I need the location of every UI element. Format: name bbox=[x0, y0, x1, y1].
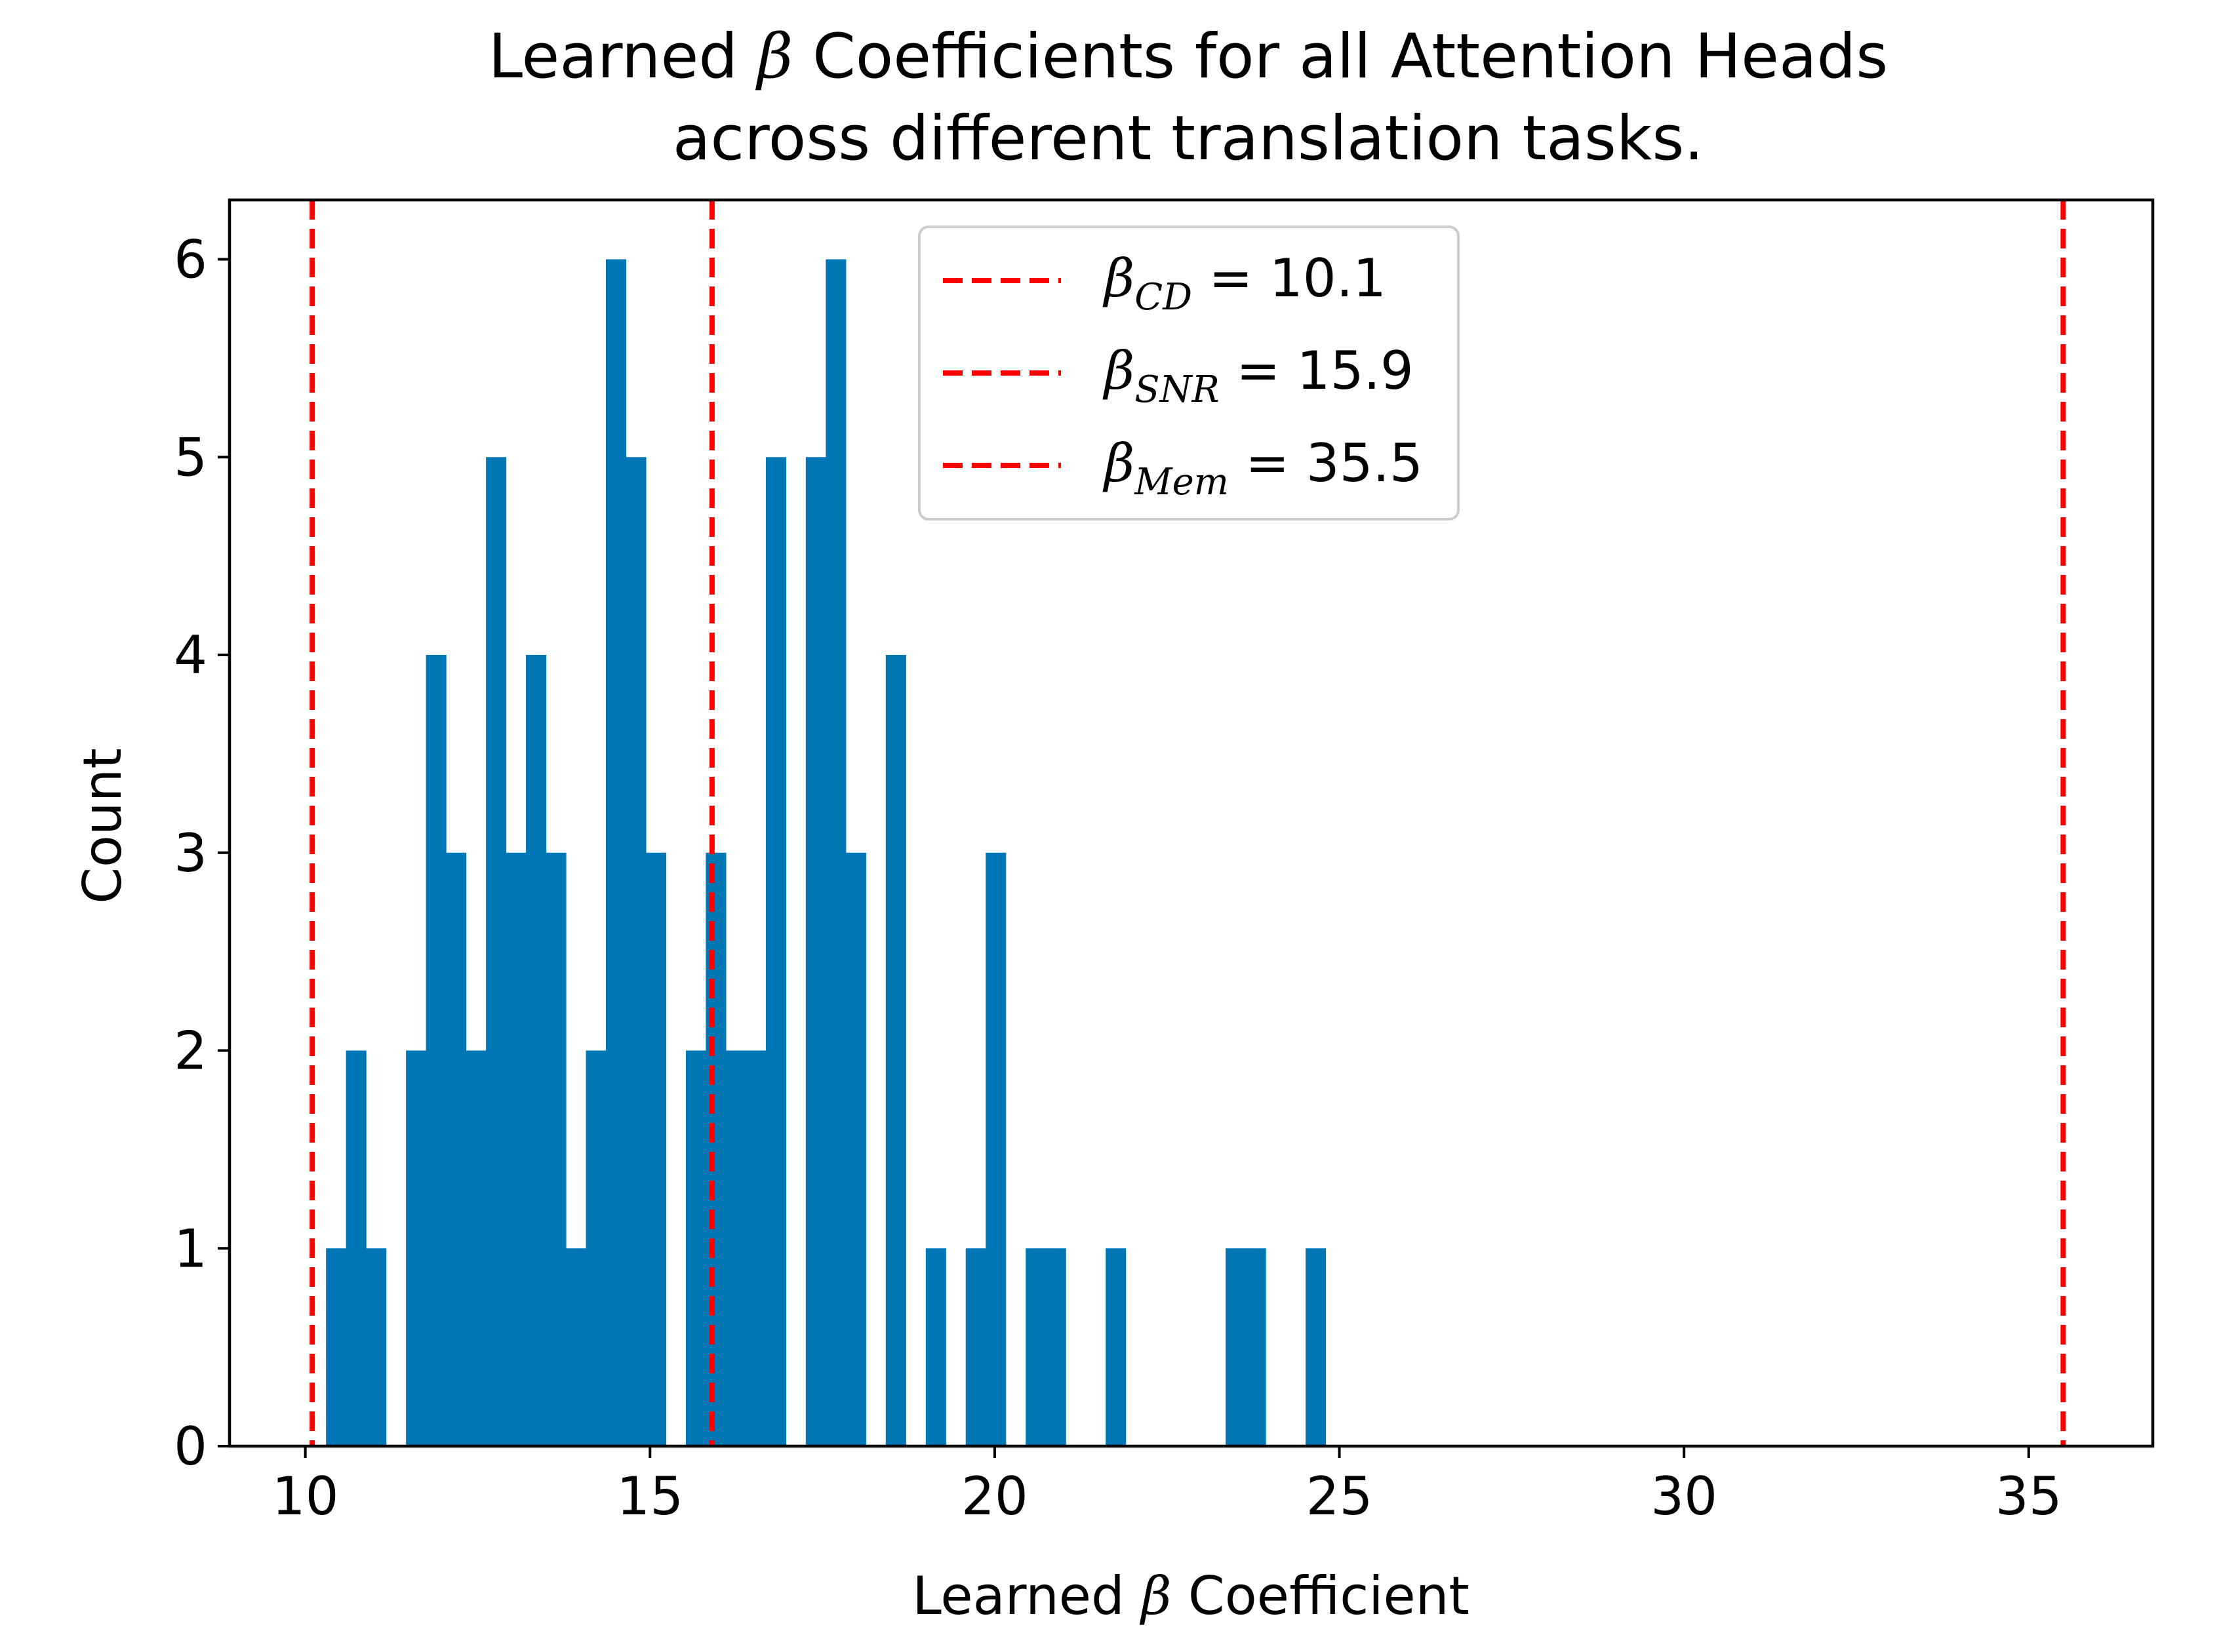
legend-label-cd: βCD = 10.1 bbox=[1102, 248, 1386, 319]
legend-frame bbox=[918, 226, 1460, 521]
plot-frame bbox=[228, 198, 2155, 1448]
histogram-bar-39 bbox=[1106, 1248, 1127, 1446]
y-tick-label-0: 0 bbox=[174, 1416, 207, 1477]
histogram-bar-32 bbox=[965, 1248, 986, 1446]
legend-entry-cd: βCD = 10.1 bbox=[943, 248, 1386, 319]
histogram-bar-30 bbox=[925, 1248, 946, 1446]
reference-lines bbox=[310, 200, 2066, 1446]
histogram-bar-7 bbox=[466, 1050, 487, 1446]
histogram-bar-4 bbox=[406, 1050, 427, 1446]
histogram-bars bbox=[326, 259, 1327, 1447]
histogram-bar-11 bbox=[546, 852, 567, 1446]
histogram-bar-5 bbox=[426, 655, 447, 1446]
histogram-bar-20 bbox=[725, 1050, 746, 1446]
histogram-bar-33 bbox=[986, 852, 1007, 1446]
histogram-bar-49 bbox=[1306, 1248, 1327, 1446]
histogram-bar-36 bbox=[1045, 1248, 1066, 1446]
histogram-bar-26 bbox=[845, 852, 866, 1446]
histogram-bar-16 bbox=[645, 852, 667, 1446]
y-tick-label-3: 3 bbox=[174, 823, 207, 884]
histogram-bar-46 bbox=[1245, 1248, 1266, 1446]
x-tick-label-25: 25 bbox=[1306, 1466, 1373, 1527]
legend-entry-snr: βSNR = 15.9 bbox=[943, 340, 1414, 411]
legend-label-mem: βMem = 35.5 bbox=[1102, 433, 1423, 503]
histogram-bar-25 bbox=[826, 259, 847, 1446]
legend: βCD = 10.1 βSNR = 15.9 βMem = 35.5 bbox=[918, 226, 1460, 521]
chart-title-line1: Learned β Coefficients for all Attention… bbox=[489, 21, 1888, 92]
histogram-bar-13 bbox=[586, 1050, 607, 1446]
x-tick-label-35: 35 bbox=[1995, 1466, 2062, 1527]
y-tick-label-5: 5 bbox=[174, 427, 207, 488]
y-tick-label-6: 6 bbox=[174, 229, 207, 290]
y-tick-label-2: 2 bbox=[174, 1021, 207, 1082]
x-tick-label-10: 10 bbox=[272, 1466, 339, 1527]
histogram-bar-1 bbox=[346, 1050, 367, 1446]
y-axis-label: Count bbox=[72, 748, 133, 904]
x-tick-label-20: 20 bbox=[961, 1466, 1028, 1527]
histogram-bar-21 bbox=[746, 1050, 767, 1446]
histogram-bar-9 bbox=[506, 852, 527, 1446]
x-axis-ticks: 10 15 20 25 30 35 bbox=[272, 1446, 2062, 1527]
histogram-bar-19 bbox=[706, 852, 727, 1446]
histogram-bar-12 bbox=[566, 1248, 587, 1446]
histogram-bar-24 bbox=[805, 457, 826, 1447]
histogram-bar-18 bbox=[685, 1050, 707, 1446]
histogram-bar-35 bbox=[1026, 1248, 1047, 1446]
legend-entry-mem: βMem = 35.5 bbox=[943, 433, 1423, 503]
legend-label-snr: βSNR = 15.9 bbox=[1102, 340, 1414, 411]
histogram-bar-28 bbox=[885, 655, 906, 1446]
histogram-bar-14 bbox=[605, 259, 627, 1446]
histogram-bar-2 bbox=[366, 1248, 387, 1446]
histogram-bar-6 bbox=[446, 852, 467, 1446]
histogram-bar-8 bbox=[486, 457, 507, 1447]
histogram-bar-45 bbox=[1226, 1248, 1247, 1446]
x-axis-label: Learned β Coefficient bbox=[912, 1565, 1470, 1626]
y-tick-label-4: 4 bbox=[174, 625, 207, 686]
y-tick-label-1: 1 bbox=[174, 1218, 207, 1279]
histogram-bar-0 bbox=[326, 1248, 347, 1446]
chart-title-line2: across different translation tasks. bbox=[673, 103, 1704, 174]
x-tick-label-30: 30 bbox=[1650, 1466, 1717, 1527]
histogram-bar-15 bbox=[626, 457, 647, 1447]
y-axis-ticks: 0 1 2 3 4 5 6 bbox=[174, 229, 230, 1477]
histogram-bar-10 bbox=[526, 655, 547, 1446]
x-tick-label-15: 15 bbox=[616, 1466, 683, 1527]
histogram-bar-22 bbox=[765, 457, 786, 1447]
